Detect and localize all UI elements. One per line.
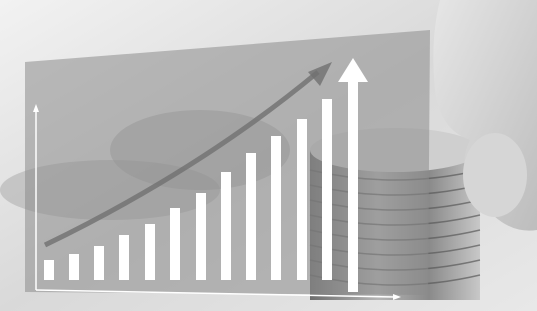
stock-photo: [0, 0, 537, 311]
